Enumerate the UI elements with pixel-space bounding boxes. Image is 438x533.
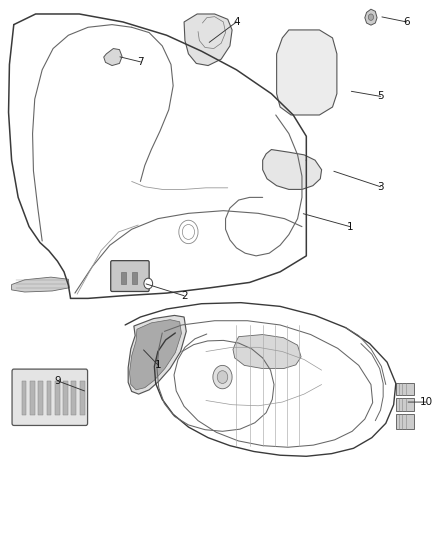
Bar (46, 381, 51, 415)
Polygon shape (277, 30, 337, 115)
Text: 10: 10 (420, 397, 433, 407)
Text: 6: 6 (403, 17, 410, 27)
Bar (80, 381, 85, 415)
Bar (71, 381, 76, 415)
Text: 7: 7 (137, 57, 144, 67)
Text: 9: 9 (54, 376, 61, 386)
FancyBboxPatch shape (111, 261, 149, 292)
Polygon shape (104, 49, 122, 66)
Polygon shape (365, 9, 377, 25)
Bar (121, 272, 127, 284)
Bar (396, 383, 414, 395)
Circle shape (217, 370, 228, 383)
Bar (38, 381, 43, 415)
Text: 2: 2 (181, 290, 187, 301)
Bar (21, 381, 26, 415)
Text: 4: 4 (233, 17, 240, 27)
Circle shape (368, 14, 374, 20)
Text: 1: 1 (346, 222, 353, 232)
Polygon shape (184, 14, 232, 66)
Polygon shape (128, 316, 186, 394)
Polygon shape (12, 277, 69, 292)
Polygon shape (263, 150, 321, 189)
Bar (396, 398, 414, 411)
Bar (55, 381, 60, 415)
Text: 5: 5 (377, 91, 384, 101)
Polygon shape (233, 335, 301, 368)
Text: 1: 1 (155, 360, 161, 370)
Bar (30, 381, 35, 415)
Bar (132, 272, 138, 284)
Circle shape (213, 366, 232, 389)
Polygon shape (130, 320, 181, 390)
Bar (63, 381, 68, 415)
FancyBboxPatch shape (12, 369, 88, 425)
Bar (396, 414, 414, 429)
Text: 3: 3 (377, 182, 384, 192)
Circle shape (144, 278, 152, 289)
